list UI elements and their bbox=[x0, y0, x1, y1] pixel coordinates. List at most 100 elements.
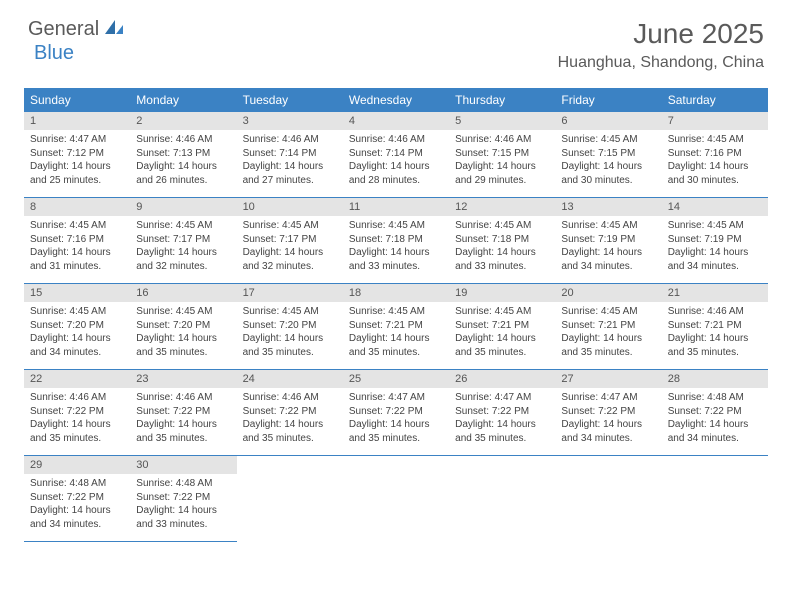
sunset-line: Sunset: 7:18 PM bbox=[455, 233, 549, 247]
day-number: 20 bbox=[555, 284, 661, 302]
day-number: 15 bbox=[24, 284, 130, 302]
day-details: Sunrise: 4:46 AMSunset: 7:15 PMDaylight:… bbox=[449, 130, 555, 187]
sunset-line: Sunset: 7:14 PM bbox=[349, 147, 443, 161]
calendar-cell-empty bbox=[662, 456, 768, 542]
daylight-line: Daylight: 14 hours and 35 minutes. bbox=[668, 332, 762, 359]
sunrise-line: Sunrise: 4:45 AM bbox=[455, 305, 549, 319]
day-details: Sunrise: 4:46 AMSunset: 7:22 PMDaylight:… bbox=[24, 388, 130, 445]
day-number: 10 bbox=[237, 198, 343, 216]
sunset-line: Sunset: 7:17 PM bbox=[243, 233, 337, 247]
daylight-line: Daylight: 14 hours and 35 minutes. bbox=[561, 332, 655, 359]
daylight-line: Daylight: 14 hours and 30 minutes. bbox=[668, 160, 762, 187]
daylight-line: Daylight: 14 hours and 30 minutes. bbox=[561, 160, 655, 187]
day-number: 26 bbox=[449, 370, 555, 388]
daylight-line: Daylight: 14 hours and 35 minutes. bbox=[349, 418, 443, 445]
day-details: Sunrise: 4:45 AMSunset: 7:17 PMDaylight:… bbox=[237, 216, 343, 273]
day-details: Sunrise: 4:45 AMSunset: 7:16 PMDaylight:… bbox=[662, 130, 768, 187]
calendar-cell: 24Sunrise: 4:46 AMSunset: 7:22 PMDayligh… bbox=[237, 370, 343, 456]
day-details: Sunrise: 4:46 AMSunset: 7:14 PMDaylight:… bbox=[343, 130, 449, 187]
calendar-cell: 4Sunrise: 4:46 AMSunset: 7:14 PMDaylight… bbox=[343, 112, 449, 198]
sunrise-line: Sunrise: 4:45 AM bbox=[349, 305, 443, 319]
day-number: 2 bbox=[130, 112, 236, 130]
day-number: 28 bbox=[662, 370, 768, 388]
day-details: Sunrise: 4:45 AMSunset: 7:19 PMDaylight:… bbox=[662, 216, 768, 273]
sunrise-line: Sunrise: 4:45 AM bbox=[668, 219, 762, 233]
weekday-header: Tuesday bbox=[237, 88, 343, 112]
sunrise-line: Sunrise: 4:48 AM bbox=[136, 477, 230, 491]
sunset-line: Sunset: 7:22 PM bbox=[243, 405, 337, 419]
calendar-cell: 26Sunrise: 4:47 AMSunset: 7:22 PMDayligh… bbox=[449, 370, 555, 456]
day-details: Sunrise: 4:46 AMSunset: 7:22 PMDaylight:… bbox=[237, 388, 343, 445]
sunrise-line: Sunrise: 4:45 AM bbox=[561, 305, 655, 319]
daylight-line: Daylight: 14 hours and 35 minutes. bbox=[243, 332, 337, 359]
calendar-header-row: Sunday Monday Tuesday Wednesday Thursday… bbox=[24, 88, 768, 112]
logo-blue-row: Blue bbox=[34, 42, 74, 65]
logo-text-general: General bbox=[28, 18, 99, 41]
day-details: Sunrise: 4:47 AMSunset: 7:22 PMDaylight:… bbox=[343, 388, 449, 445]
sunset-line: Sunset: 7:18 PM bbox=[349, 233, 443, 247]
day-number: 6 bbox=[555, 112, 661, 130]
daylight-line: Daylight: 14 hours and 34 minutes. bbox=[561, 418, 655, 445]
day-number: 3 bbox=[237, 112, 343, 130]
day-number: 9 bbox=[130, 198, 236, 216]
daylight-line: Daylight: 14 hours and 35 minutes. bbox=[455, 332, 549, 359]
month-title: June 2025 bbox=[558, 18, 764, 50]
calendar-cell: 20 Sunrise: 4:45 AMSunset: 7:21 PMDayligh… bbox=[555, 284, 661, 370]
day-number: 7 bbox=[662, 112, 768, 130]
sunset-line: Sunset: 7:15 PM bbox=[455, 147, 549, 161]
day-details: Sunrise: 4:45 AMSunset: 7:20 PMDaylight:… bbox=[24, 302, 130, 359]
day-details: Sunrise: 4:47 AMSunset: 7:22 PMDaylight:… bbox=[449, 388, 555, 445]
sunrise-line: Sunrise: 4:46 AM bbox=[243, 133, 337, 147]
calendar-cell: 29Sunrise: 4:48 AMSunset: 7:22 PMDayligh… bbox=[24, 456, 130, 542]
sunset-line: Sunset: 7:16 PM bbox=[30, 233, 124, 247]
calendar-cell: 17Sunrise: 4:45 AMSunset: 7:20 PMDayligh… bbox=[237, 284, 343, 370]
weekday-header: Wednesday bbox=[343, 88, 449, 112]
calendar-cell: 14Sunrise: 4:45 AMSunset: 7:19 PMDayligh… bbox=[662, 198, 768, 284]
sunrise-line: Sunrise: 4:45 AM bbox=[561, 133, 655, 147]
calendar-cell: 30Sunrise: 4:48 AMSunset: 7:22 PMDayligh… bbox=[130, 456, 236, 542]
daylight-line: Daylight: 14 hours and 35 minutes. bbox=[455, 418, 549, 445]
day-number: 24 bbox=[237, 370, 343, 388]
day-details: Sunrise: 4:45 AMSunset: 7:19 PMDaylight:… bbox=[555, 216, 661, 273]
day-details: Sunrise: 4:48 AMSunset: 7:22 PMDaylight:… bbox=[130, 474, 236, 531]
calendar-cell-empty bbox=[237, 456, 343, 542]
sunrise-line: Sunrise: 4:45 AM bbox=[243, 305, 337, 319]
calendar-cell: 7Sunrise: 4:45 AMSunset: 7:16 PMDaylight… bbox=[662, 112, 768, 198]
calendar-cell: 11Sunrise: 4:45 AMSunset: 7:18 PMDayligh… bbox=[343, 198, 449, 284]
calendar-cell-empty bbox=[555, 456, 661, 542]
sunrise-line: Sunrise: 4:47 AM bbox=[561, 391, 655, 405]
sunset-line: Sunset: 7:21 PM bbox=[561, 319, 655, 333]
sunrise-line: Sunrise: 4:45 AM bbox=[668, 133, 762, 147]
day-number: 14 bbox=[662, 198, 768, 216]
calendar-body: 1Sunrise: 4:47 AMSunset: 7:12 PMDaylight… bbox=[24, 112, 768, 542]
day-details: Sunrise: 4:45 AMSunset: 7:18 PMDaylight:… bbox=[449, 216, 555, 273]
day-details: Sunrise: 4:45 AMSunset: 7:16 PMDaylight:… bbox=[24, 216, 130, 273]
sunset-line: Sunset: 7:22 PM bbox=[30, 405, 124, 419]
sunset-line: Sunset: 7:22 PM bbox=[561, 405, 655, 419]
sunset-line: Sunset: 7:21 PM bbox=[455, 319, 549, 333]
daylight-line: Daylight: 14 hours and 34 minutes. bbox=[561, 246, 655, 273]
calendar-cell: 8Sunrise: 4:45 AMSunset: 7:16 PMDaylight… bbox=[24, 198, 130, 284]
daylight-line: Daylight: 14 hours and 34 minutes. bbox=[668, 418, 762, 445]
calendar-cell: 21Sunrise: 4:46 AMSunset: 7:21 PMDayligh… bbox=[662, 284, 768, 370]
day-details: Sunrise: 4:45 AMSunset: 7:15 PMDaylight:… bbox=[555, 130, 661, 187]
daylight-line: Daylight: 14 hours and 25 minutes. bbox=[30, 160, 124, 187]
daylight-line: Daylight: 14 hours and 34 minutes. bbox=[30, 332, 124, 359]
calendar-cell: 3Sunrise: 4:46 AMSunset: 7:14 PMDaylight… bbox=[237, 112, 343, 198]
day-details: Sunrise: 4:46 AMSunset: 7:13 PMDaylight:… bbox=[130, 130, 236, 187]
sunrise-line: Sunrise: 4:45 AM bbox=[136, 219, 230, 233]
day-number: 11 bbox=[343, 198, 449, 216]
day-number: 21 bbox=[662, 284, 768, 302]
daylight-line: Daylight: 14 hours and 31 minutes. bbox=[30, 246, 124, 273]
day-details: Sunrise: 4:45 AMSunset: 7:17 PMDaylight:… bbox=[130, 216, 236, 273]
sunset-line: Sunset: 7:20 PM bbox=[30, 319, 124, 333]
sunset-line: Sunset: 7:22 PM bbox=[349, 405, 443, 419]
day-number: 30 bbox=[130, 456, 236, 474]
sunset-line: Sunset: 7:13 PM bbox=[136, 147, 230, 161]
logo-text-blue: Blue bbox=[34, 42, 74, 64]
calendar-cell: 23Sunrise: 4:46 AMSunset: 7:22 PMDayligh… bbox=[130, 370, 236, 456]
sunrise-line: Sunrise: 4:46 AM bbox=[668, 305, 762, 319]
sunset-line: Sunset: 7:17 PM bbox=[136, 233, 230, 247]
sunrise-line: Sunrise: 4:46 AM bbox=[243, 391, 337, 405]
day-details: Sunrise: 4:47 AMSunset: 7:22 PMDaylight:… bbox=[555, 388, 661, 445]
